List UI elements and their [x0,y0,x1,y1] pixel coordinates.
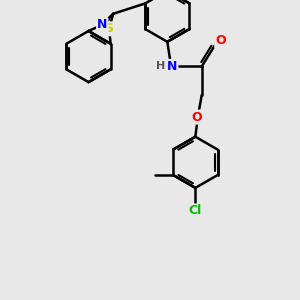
Text: N: N [167,60,177,73]
Text: N: N [97,18,107,32]
Text: O: O [215,34,226,47]
Text: H: H [156,61,166,71]
Text: Cl: Cl [189,205,202,218]
Text: O: O [191,111,202,124]
Text: S: S [105,22,114,35]
